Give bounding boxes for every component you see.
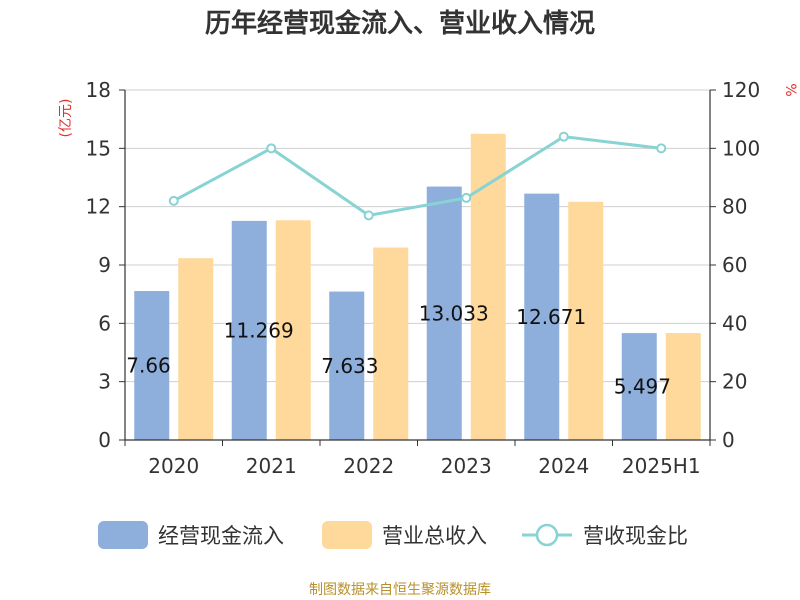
grid-lines <box>125 89 710 383</box>
data-labels: 7.66 11.269 7.633 13.033 12.671 5.497 <box>126 301 671 398</box>
legend-label-revenue: 营业总收入 <box>382 524 487 548</box>
bar-data-label: 13.033 <box>419 301 489 325</box>
bar-cash-inflow <box>134 291 170 440</box>
left-tick-label: 12 <box>86 195 111 219</box>
bar-revenue <box>373 247 409 440</box>
bar-revenue <box>470 133 506 440</box>
legend-label-cash-inflow: 经营现金流入 <box>158 524 284 548</box>
left-axis-unit: (亿元) <box>58 99 74 138</box>
ratio-line-point <box>168 195 179 206</box>
bar-cash-inflow <box>231 220 267 440</box>
bar-data-label: 5.497 <box>614 375 671 399</box>
left-tick-label: 15 <box>86 136 111 160</box>
left-tick-label: 3 <box>98 370 111 394</box>
right-tick-label: 120 <box>722 78 760 102</box>
right-tick-label: 20 <box>722 370 747 394</box>
bar-revenue <box>275 220 311 440</box>
bar-data-label: 12.671 <box>516 305 586 329</box>
left-tick-label: 6 <box>98 311 111 335</box>
right-tick-label: 0 <box>722 428 735 452</box>
legend-swatch-ratio-marker <box>535 523 559 547</box>
ratio-line-point <box>363 210 374 221</box>
ratio-line-point <box>656 143 667 154</box>
bar-data-label: 11.269 <box>224 318 294 342</box>
bar-revenue <box>568 201 604 440</box>
left-tick-label: 0 <box>98 428 111 452</box>
right-axis-unit: % <box>782 83 798 96</box>
legend-swatch-cash-inflow <box>98 521 148 549</box>
x-tick-label: 2021 <box>246 454 297 478</box>
legend: 经营现金流入 营业总收入 营收现金比 <box>98 521 688 549</box>
right-tick-label: 40 <box>722 311 747 335</box>
bar-data-label: 7.66 <box>126 354 171 378</box>
left-tick-label: 9 <box>98 253 111 277</box>
x-tick-label: 2023 <box>441 454 492 478</box>
bar-cash-inflow <box>524 193 560 440</box>
ratio-line-path <box>173 135 662 218</box>
ratio-line-point <box>558 131 569 142</box>
x-tick-label: 2024 <box>538 454 589 478</box>
ratio-line-point <box>266 143 277 154</box>
chart-title: 历年经营现金流入、营业收入情况 <box>205 8 595 39</box>
x-tick-label: 2020 <box>148 454 199 478</box>
axes: 0 3 6 9 12 15 18 0 20 40 60 80 100 120 2020 2021 2022 202… <box>86 78 761 478</box>
source-footer: 制图数据来自恒生聚源数据库 <box>309 582 491 598</box>
x-tick-label: 2025H1 <box>622 454 701 478</box>
bar-cash-inflow <box>426 186 462 440</box>
bar-revenue <box>178 258 214 440</box>
right-tick-label: 60 <box>722 253 747 277</box>
right-tick-label: 100 <box>722 136 760 160</box>
bar-data-label: 7.633 <box>321 354 378 378</box>
ratio-line <box>168 131 667 221</box>
bar-revenue <box>665 333 701 440</box>
left-tick-label: 18 <box>86 78 111 102</box>
x-tick-label: 2022 <box>343 454 394 478</box>
legend-swatch-revenue <box>322 521 372 549</box>
bars <box>134 133 701 440</box>
bar-cash-inflow <box>329 291 365 440</box>
ratio-line-point <box>461 192 472 203</box>
bar-cash-inflow <box>621 333 657 440</box>
legend-label-ratio: 营收现金比 <box>583 524 688 548</box>
right-tick-label: 80 <box>722 195 747 219</box>
